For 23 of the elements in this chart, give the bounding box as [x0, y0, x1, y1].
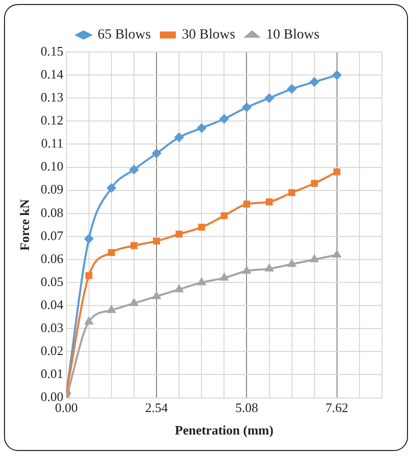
- y-tick-label: 0.10: [40, 158, 64, 174]
- x-tick-label: 7.62: [326, 400, 348, 416]
- y-tick-label: 0.01: [40, 366, 64, 382]
- legend-label: 65 Blows: [98, 28, 151, 43]
- y-tick-label: 0.03: [40, 320, 64, 336]
- y-tick-label: 0.13: [40, 90, 64, 105]
- y-axis-title: Force kN: [17, 198, 32, 251]
- y-tick-label: 0.04: [40, 297, 64, 312]
- y-tick-label: 0.15: [40, 43, 64, 58]
- x-axis-title: Penetration (mm): [174, 422, 274, 438]
- y-tick-label: 0.06: [40, 250, 64, 266]
- y-tick-label: 0.05: [40, 274, 64, 289]
- y-tick-label: 0.02: [40, 343, 64, 358]
- y-tick-label: 0.12: [40, 112, 64, 128]
- legend-label: 30 Blows: [182, 28, 236, 43]
- y-tick-label: 0.07: [40, 228, 64, 243]
- x-tick-label: 5.08: [235, 400, 258, 416]
- y-tick-label: 0.08: [40, 204, 64, 220]
- y-tick-label: 0.14: [40, 66, 64, 82]
- legend-label: 10 Blows: [266, 28, 320, 43]
- x-tick-label: 2.54: [145, 400, 168, 416]
- y-tick-label: 0.11: [41, 136, 64, 151]
- y-tick-label: 0.09: [40, 182, 64, 197]
